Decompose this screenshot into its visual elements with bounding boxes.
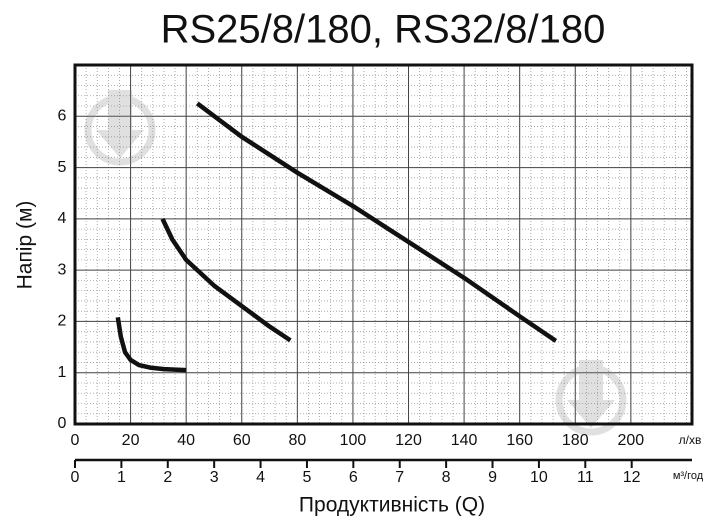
x2-unit: м³/год xyxy=(673,470,704,482)
x-tick-label: 180 xyxy=(562,432,589,449)
x2-tick-label: 12 xyxy=(623,469,641,486)
y-tick-label: 2 xyxy=(58,313,67,330)
x-tick-label: 80 xyxy=(288,432,306,449)
x-axis-label: Продуктивність (Q) xyxy=(299,494,485,517)
y-tick-label: 3 xyxy=(58,261,67,278)
x2-tick-label: 9 xyxy=(488,469,497,486)
pump-curve xyxy=(115,316,187,373)
x2-tick-label: 3 xyxy=(210,469,219,486)
y-tick-label: 4 xyxy=(58,210,67,227)
pump-curve xyxy=(195,101,558,343)
x2-tick-label: 11 xyxy=(577,469,594,486)
x-tick-label: 0 xyxy=(71,432,80,449)
y-axis-label: Напір (м) xyxy=(14,201,37,290)
y-tick-label: 6 xyxy=(58,108,67,125)
x2-tick-label: 6 xyxy=(349,469,358,486)
x-tick-label: 120 xyxy=(395,432,422,449)
y-tick-label: 0 xyxy=(58,415,67,432)
x2-tick-label: 4 xyxy=(256,469,265,486)
x-tick-label: 100 xyxy=(340,432,367,449)
x-tick-label: 140 xyxy=(451,432,478,449)
watermark xyxy=(84,90,627,436)
x2-tick-label: 5 xyxy=(303,469,312,486)
x-tick-label: 40 xyxy=(177,432,195,449)
x2-tick-label: 0 xyxy=(71,469,80,486)
x2-tick-label: 8 xyxy=(442,469,451,486)
pump-curve xyxy=(160,217,292,343)
x2-tick-label: 7 xyxy=(395,469,404,486)
x2-tick-label: 1 xyxy=(117,469,126,486)
x2-tick-label: 10 xyxy=(530,469,548,486)
chart-title: RS25/8/180, RS32/8/180 xyxy=(161,8,606,52)
x-tick-label: 60 xyxy=(233,432,251,449)
x-tick-label: 20 xyxy=(122,432,140,449)
plot-frame xyxy=(73,63,694,426)
x-unit: л/хв xyxy=(679,433,702,447)
y-tick-label: 1 xyxy=(58,364,67,381)
x-tick-label: 160 xyxy=(506,432,533,449)
x-tick-label: 200 xyxy=(618,432,645,449)
x2-tick-label: 2 xyxy=(163,469,172,486)
y-tick-label: 5 xyxy=(58,159,67,176)
